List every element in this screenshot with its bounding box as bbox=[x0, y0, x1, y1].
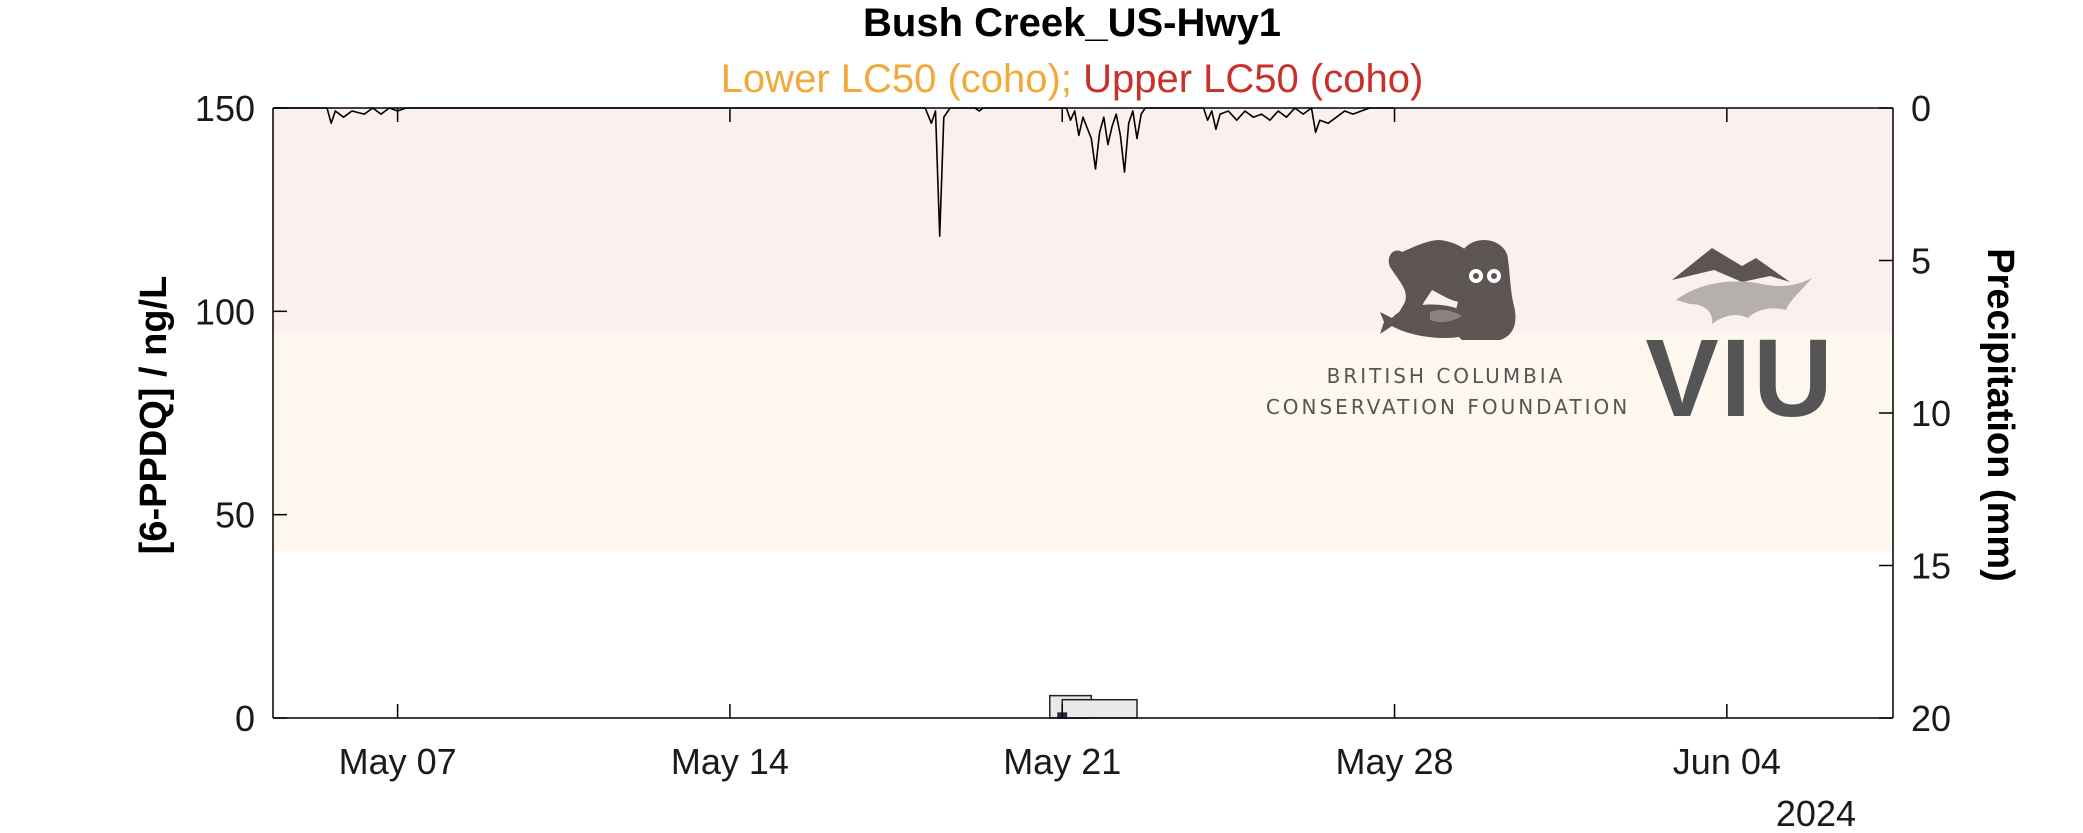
band-upper-lc50 bbox=[273, 108, 1893, 332]
subtitle-part-1: ; bbox=[1061, 57, 1083, 101]
precipitation-series bbox=[273, 107, 1395, 237]
x-tick-label: May 07 bbox=[339, 741, 457, 782]
y-axis-label-right: Precipitation (mm) bbox=[1979, 248, 2021, 582]
chart-title: Bush Creek_US-Hwy1 bbox=[863, 1, 1281, 45]
x-year-label: 2024 bbox=[1776, 793, 1856, 833]
viu-logo: VIU bbox=[1645, 248, 1834, 440]
y-tick-label-left: 150 bbox=[195, 88, 255, 129]
y-tick-label-right: 15 bbox=[1911, 546, 1951, 587]
y-tick-label-left: 100 bbox=[195, 291, 255, 332]
chart-subtitle: Lower LC50 (coho); Upper LC50 (coho) bbox=[721, 57, 1424, 101]
axes: 0 50 100 150 0 5 10 15 20 May 07 May 14 May 21 May 2… bbox=[195, 88, 1951, 782]
y-tick-label-left: 0 bbox=[235, 698, 255, 739]
band-lower-lc50 bbox=[273, 331, 1893, 552]
lc50-bands bbox=[273, 108, 1893, 552]
viu-text: VIU bbox=[1645, 317, 1834, 440]
sample-bar-1 bbox=[1061, 698, 1138, 719]
y-tick-label-right: 0 bbox=[1911, 88, 1931, 129]
y-tick-label-right: 5 bbox=[1911, 241, 1931, 282]
bccf-line2: CONSERVATION FOUNDATION bbox=[1266, 395, 1630, 419]
x-tick-label: May 28 bbox=[1336, 741, 1454, 782]
subtitle-part-0: Lower LC50 (coho) bbox=[721, 57, 1061, 101]
x-tick-label: May 14 bbox=[671, 741, 789, 782]
y-tick-label-right: 10 bbox=[1911, 393, 1951, 434]
bear-owl-salmon-icon bbox=[1380, 240, 1516, 340]
y-axis-label-left: [6-PPDQ] / ng/L bbox=[133, 276, 175, 555]
y-tick-label-right: 20 bbox=[1911, 698, 1951, 739]
bccf-logo: BRITISH COLUMBIA CONSERVATION FOUNDATION bbox=[1266, 240, 1630, 419]
mountain-leaf-icon bbox=[1672, 248, 1812, 324]
subtitle-part-2: Upper LC50 (coho) bbox=[1083, 57, 1423, 101]
y-tick-label-left: 50 bbox=[215, 495, 255, 536]
x-tick-label: May 21 bbox=[1003, 741, 1121, 782]
x-tick-label: Jun 04 bbox=[1673, 741, 1781, 782]
bccf-line1: BRITISH COLUMBIA bbox=[1327, 364, 1566, 388]
precipitation-line bbox=[273, 107, 1395, 237]
